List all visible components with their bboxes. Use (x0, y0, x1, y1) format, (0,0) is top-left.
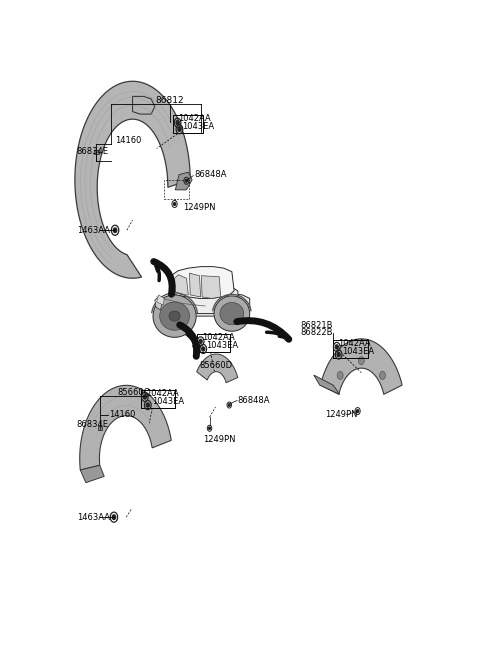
Circle shape (112, 515, 116, 520)
Text: 1249PN: 1249PN (203, 436, 236, 444)
Polygon shape (80, 385, 171, 470)
Text: 86848A: 86848A (238, 396, 270, 405)
Circle shape (337, 371, 343, 379)
Circle shape (380, 371, 385, 379)
Circle shape (202, 347, 205, 351)
Polygon shape (155, 293, 250, 316)
Polygon shape (197, 354, 238, 382)
Polygon shape (190, 273, 201, 297)
Text: 1042AA: 1042AA (338, 339, 371, 348)
Text: 86821B: 86821B (300, 321, 333, 330)
Bar (94, 150, 99, 154)
Polygon shape (202, 276, 221, 298)
Circle shape (359, 357, 364, 365)
Text: 1043EA: 1043EA (152, 398, 184, 407)
Polygon shape (314, 375, 339, 394)
Circle shape (185, 179, 188, 182)
Circle shape (357, 410, 359, 413)
Polygon shape (169, 311, 180, 321)
Text: 1043EA: 1043EA (342, 347, 374, 356)
Circle shape (146, 403, 149, 407)
Polygon shape (220, 302, 244, 325)
Text: 85660C: 85660C (118, 388, 150, 398)
Circle shape (178, 127, 181, 131)
Text: 86834E: 86834E (77, 148, 109, 157)
Polygon shape (155, 297, 162, 310)
Polygon shape (153, 295, 196, 337)
Polygon shape (172, 266, 234, 298)
Text: 1042AA: 1042AA (202, 333, 235, 342)
Circle shape (113, 228, 117, 232)
Text: 1463AA: 1463AA (77, 513, 110, 522)
Polygon shape (214, 296, 250, 331)
Polygon shape (80, 465, 104, 483)
Bar (98, 426, 102, 430)
Circle shape (335, 345, 338, 349)
Polygon shape (75, 81, 190, 278)
Text: 1249PN: 1249PN (183, 203, 215, 212)
Text: 1042AA: 1042AA (178, 114, 211, 123)
Circle shape (337, 352, 340, 357)
Polygon shape (321, 339, 402, 394)
Polygon shape (166, 285, 239, 314)
Text: 1043EA: 1043EA (206, 341, 238, 350)
Polygon shape (156, 295, 164, 305)
Circle shape (144, 395, 146, 399)
FancyArrowPatch shape (154, 262, 172, 294)
Text: 1463AA: 1463AA (77, 226, 110, 235)
Polygon shape (160, 302, 190, 330)
Text: 86848A: 86848A (194, 170, 227, 179)
Circle shape (228, 404, 230, 406)
Text: 86822B: 86822B (300, 328, 333, 337)
Text: 14160: 14160 (109, 410, 135, 419)
FancyArrowPatch shape (237, 321, 289, 339)
Text: 1043EA: 1043EA (182, 122, 214, 131)
Text: 14160: 14160 (115, 136, 142, 145)
Polygon shape (132, 96, 155, 114)
Polygon shape (175, 172, 192, 190)
Text: 85660D: 85660D (200, 361, 233, 369)
Circle shape (174, 203, 176, 205)
Polygon shape (175, 275, 188, 295)
Text: 86812: 86812 (156, 96, 184, 105)
Circle shape (209, 427, 210, 430)
Text: 1249PN: 1249PN (325, 410, 358, 419)
Circle shape (176, 121, 179, 125)
Text: 86834E: 86834E (77, 420, 109, 429)
Text: 1042AA: 1042AA (146, 389, 179, 398)
Circle shape (199, 339, 202, 344)
FancyArrowPatch shape (180, 325, 197, 356)
